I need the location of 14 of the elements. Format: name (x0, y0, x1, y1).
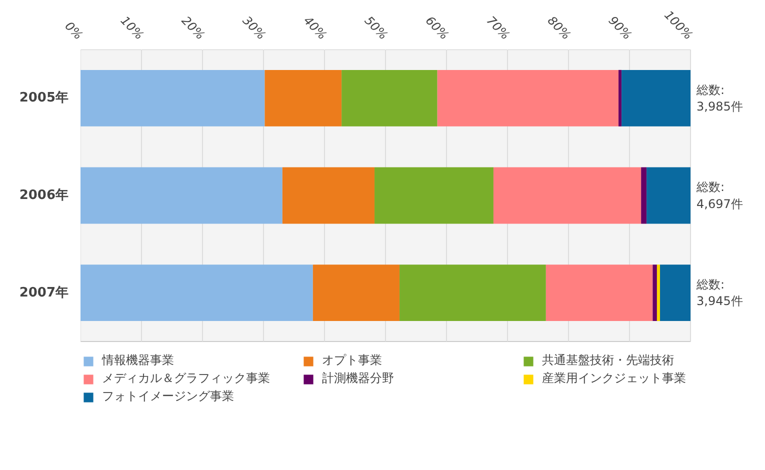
text: 総数: 3,985件 (696, 82, 743, 114)
legend-label: 共通基盤技術・先端技術 (542, 352, 675, 369)
y-tick-label: 2007年 (19, 285, 69, 300)
y-tick-label: 2006年 (19, 188, 69, 203)
legend-label: 産業用インクジェット事業 (542, 370, 687, 387)
legend-label: オプト事業 (322, 352, 383, 369)
y-tick-label: 2005年 (19, 90, 69, 106)
text: 総数: 4,697件 (696, 180, 743, 211)
legend-label: フォトイメージング事業 (102, 388, 235, 405)
x-tick-label: 0% (62, 18, 86, 42)
legend-label: 情報機器事業 (102, 352, 175, 369)
legend-label: 計測機器分野 (322, 370, 395, 387)
text: 総数: 3,945件 (696, 277, 743, 308)
legend-label: メディカル＆グラフィック事業 (102, 370, 271, 387)
